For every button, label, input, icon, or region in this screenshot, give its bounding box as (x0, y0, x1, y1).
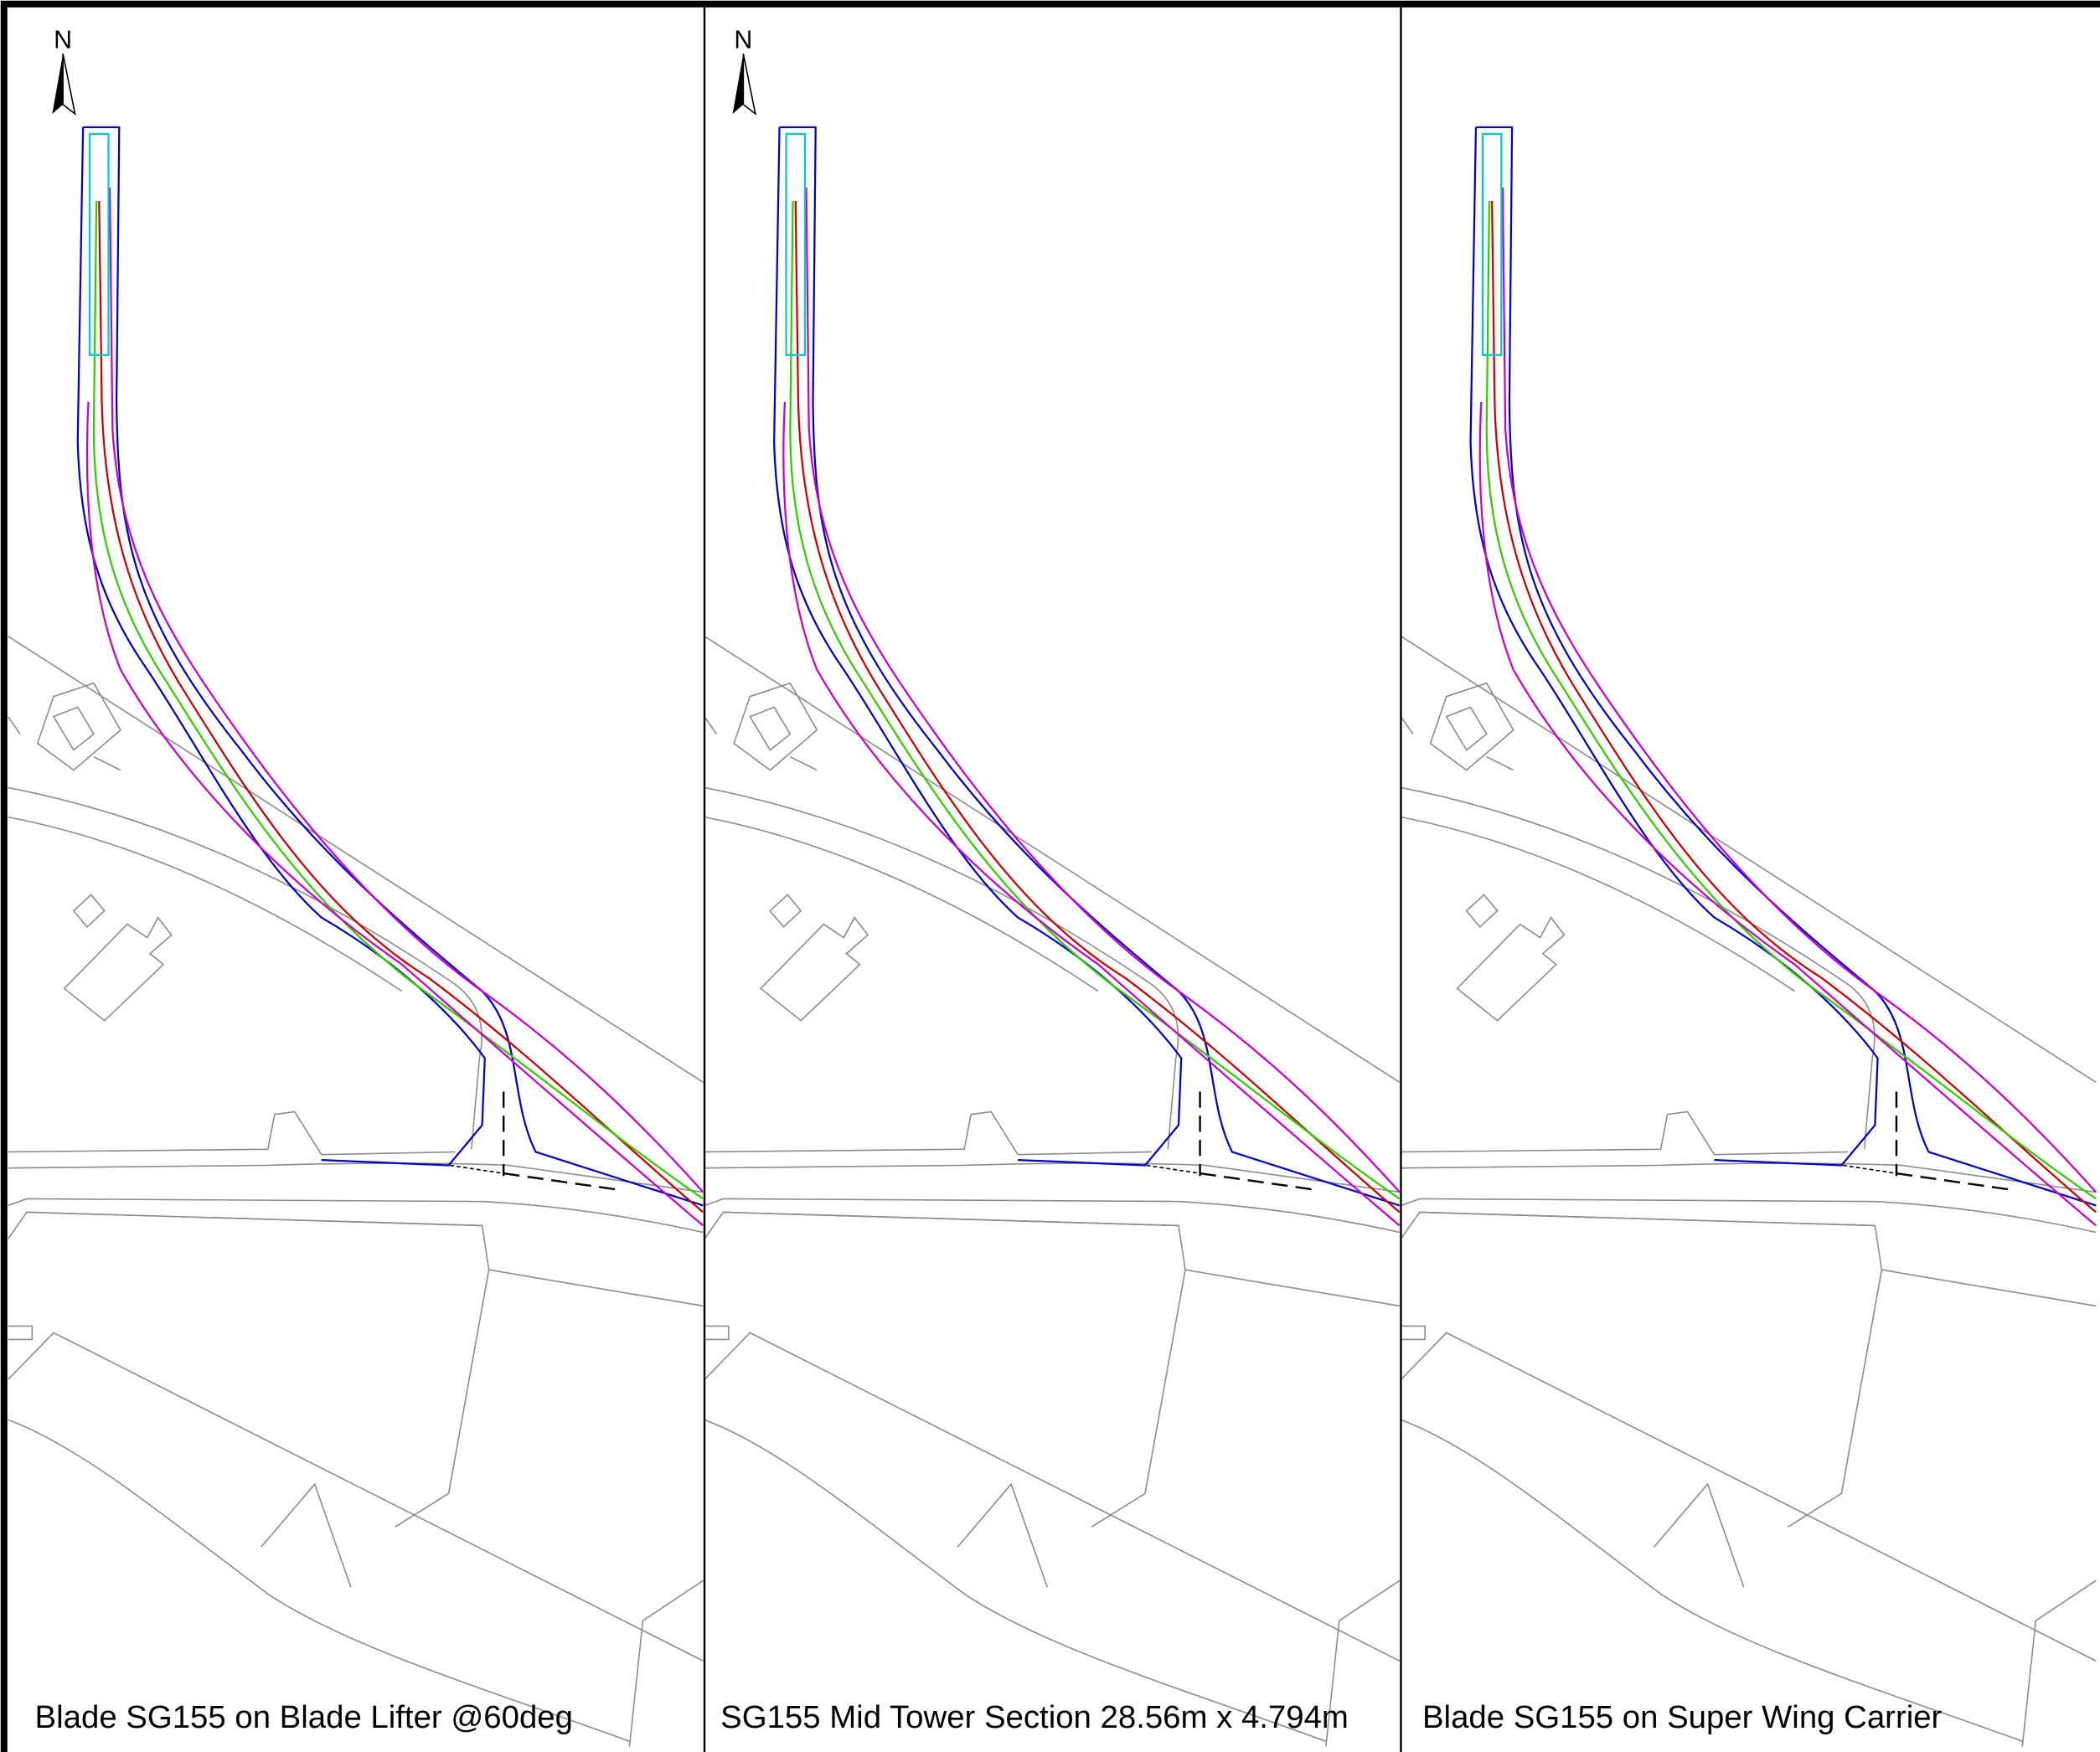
panel (8, 53, 704, 1747)
base-map (704, 636, 1400, 1747)
swept-paths (1469, 126, 2097, 1227)
north-arrow (732, 53, 756, 116)
panel-caption: Blade SG155 on Blade Lifter @60deg (35, 1699, 573, 1735)
panel-caption: SG155 Mid Tower Section 28.56m x 4.794m (720, 1699, 1349, 1735)
panel-caption: Blade SG155 on Super Wing Carrier (1422, 1699, 1943, 1735)
swept-paths (76, 126, 704, 1227)
panel (1401, 126, 2097, 1747)
north-arrow (52, 53, 76, 116)
panel-content (704, 53, 1400, 1747)
base-map (1401, 636, 2097, 1747)
panel-content (1401, 126, 2097, 1747)
panel (704, 53, 1400, 1747)
north-label: N (54, 26, 72, 54)
panel-divider (703, 5, 1402, 1752)
north-label: N (734, 26, 752, 54)
swept-paths (773, 126, 1400, 1227)
panel-content (8, 53, 704, 1747)
